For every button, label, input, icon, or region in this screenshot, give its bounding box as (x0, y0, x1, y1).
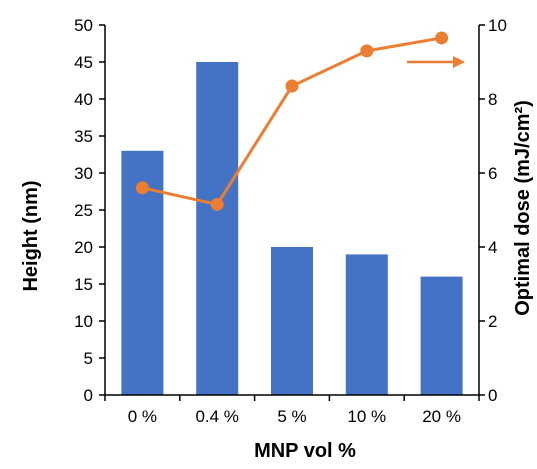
y-axis-right-title: Optimal dose (mJ/cm²) (512, 100, 534, 316)
bars-layer (121, 62, 463, 395)
x-category-label: 10 % (347, 407, 386, 426)
bar-3 (345, 254, 388, 395)
y-left-tick-label: 15 (74, 275, 93, 294)
y-left-tick-label: 40 (74, 90, 93, 109)
axes-layer (99, 24, 485, 401)
y-right-tick-label: 6 (488, 164, 497, 183)
y-left-tick-label: 10 (74, 312, 93, 331)
y-left-tick-label: 45 (74, 53, 93, 72)
x-category-label: 5 % (277, 407, 306, 426)
y-left-tick-label: 50 (74, 16, 93, 35)
x-category-label: 0.4 % (195, 407, 238, 426)
line-layer (135, 31, 449, 211)
y-left-tick-label: 35 (74, 127, 93, 146)
bar-4 (420, 276, 463, 395)
y-left-tick-label: 5 (84, 349, 93, 368)
y-left-tick-label: 0 (84, 386, 93, 405)
y-axis-left-title: Height (nm) (20, 180, 42, 291)
y-right-tick-label: 8 (488, 90, 497, 109)
dose-marker-0 (135, 181, 149, 195)
y-left-tick-label: 20 (74, 238, 93, 257)
y-left-tick-label: 25 (74, 201, 93, 220)
y-right-tick-label: 2 (488, 312, 497, 331)
x-category-label: 20 % (422, 407, 461, 426)
bar-1 (196, 62, 239, 395)
annotation-layer (407, 56, 465, 68)
dose-marker-3 (360, 44, 374, 58)
dose-marker-2 (285, 79, 299, 93)
dose-marker-1 (210, 197, 224, 211)
bar-2 (271, 247, 313, 395)
x-axis-title: MNP vol % (254, 440, 356, 462)
y-right-tick-label: 10 (488, 16, 507, 35)
arrow-annotation-head (453, 56, 465, 68)
dose-line (142, 36, 442, 206)
y-right-tick-label: 0 (488, 386, 497, 405)
labels-layer: MNP vol % Height (nm) Optimal dose (mJ/c… (20, 16, 534, 462)
x-category-label: 0 % (128, 407, 157, 426)
dose-marker-4 (435, 31, 449, 45)
y-right-tick-label: 4 (488, 238, 497, 257)
y-left-tick-label: 30 (74, 164, 93, 183)
